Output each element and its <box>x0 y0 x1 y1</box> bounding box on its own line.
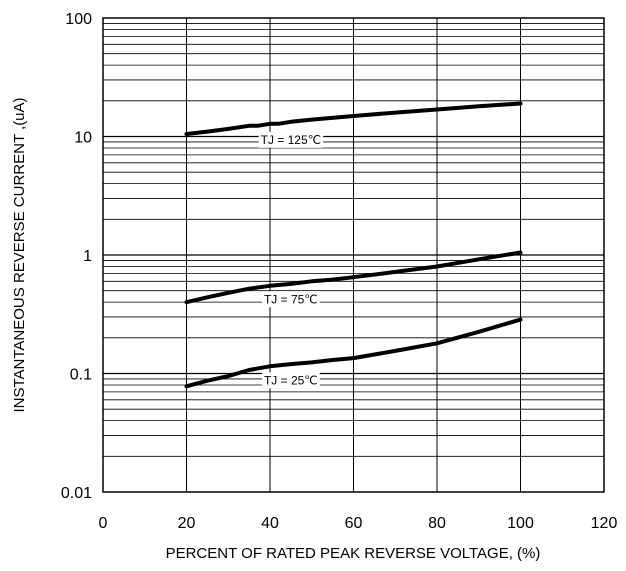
x-tick-label: 0 <box>99 515 108 532</box>
series-label-bg <box>261 291 320 308</box>
series-line <box>184 250 523 305</box>
y-tick-label: 1 <box>83 248 92 265</box>
x-tick-label: 20 <box>178 515 196 532</box>
x-axis-title: PERCENT OF RATED PEAK REVERSE VOLTAGE, (… <box>166 545 541 562</box>
series-label-bg <box>261 372 320 389</box>
y-tick-label: 10 <box>74 130 92 147</box>
grid <box>103 18 604 492</box>
y-tick-label: 0.01 <box>61 485 92 502</box>
y-tick-label: 100 <box>65 11 92 28</box>
x-tick-label: 60 <box>345 515 363 532</box>
x-tick-label: 120 <box>591 515 618 532</box>
series-line <box>184 317 523 389</box>
series-label: TJ = 75℃ <box>264 292 318 306</box>
x-tick-label: 100 <box>507 515 534 532</box>
ticks-layer: 0 20 40 60 80 100 120 100 10 1 0.1 0.01 <box>61 11 618 532</box>
x-tick-label: 80 <box>428 515 446 532</box>
series-label: TJ = 125℃ <box>261 133 322 147</box>
series-line <box>184 101 523 136</box>
series-label: TJ = 25℃ <box>264 373 318 387</box>
y-axis-title: INSTANTANEOUS REVERSE CURRENT ,(uA) <box>11 97 28 412</box>
plot-frame <box>102 17 605 493</box>
y-tick-label: 0.1 <box>70 367 92 384</box>
series-label-bg <box>258 131 324 148</box>
series-layer <box>184 101 523 389</box>
labels-layer: TJ = 125℃ TJ = 75℃ TJ = 25℃ <box>258 131 324 389</box>
x-tick-label: 40 <box>261 515 279 532</box>
